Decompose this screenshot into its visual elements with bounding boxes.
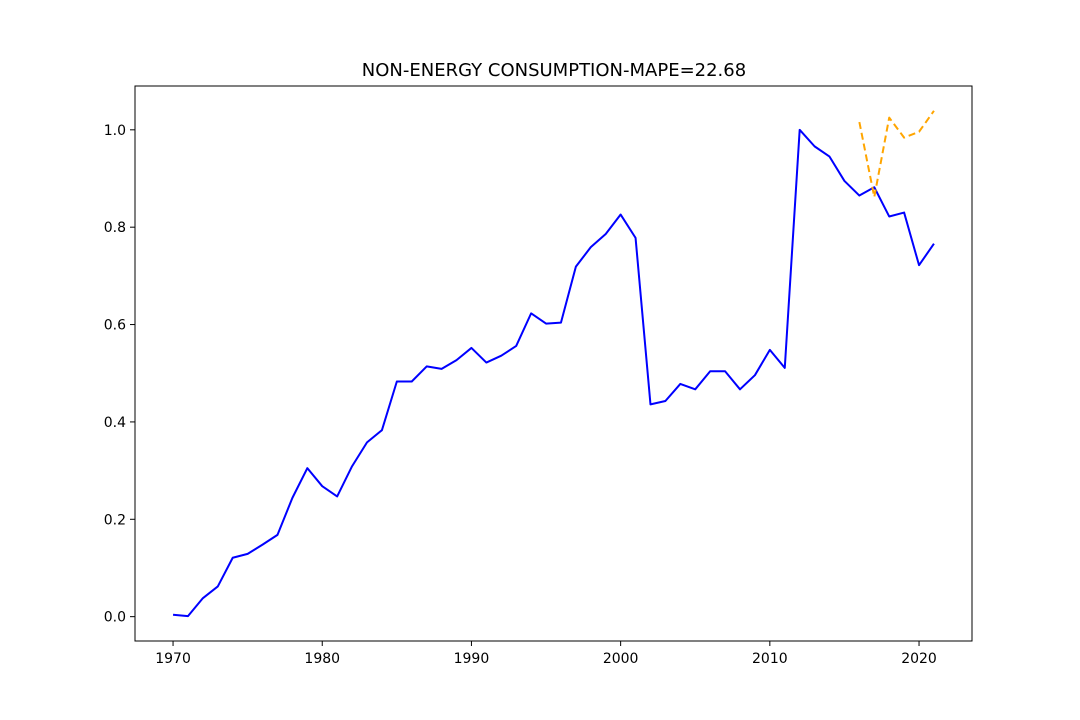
x-tick-label: 2020: [901, 651, 937, 667]
plot-area: 1970 1980 1990 2000 2010 2020 0.0 0.2 0.4 0.6 0.8 1…: [104, 110, 937, 667]
chart-title: NON-ENERGY CONSUMPTION-MAPE=22.68: [362, 60, 746, 81]
y-tick-label: 0.0: [104, 610, 126, 626]
series-line-2: [858, 110, 935, 198]
plot-frame: [134, 85, 973, 642]
x-tick-label: 1980: [304, 651, 340, 667]
x-tick-label: 2010: [752, 651, 788, 667]
series-line-1: [172, 128, 935, 618]
y-tick-label: 0.6: [104, 318, 126, 334]
y-tick-label: 1.0: [104, 123, 126, 139]
y-tick-label: 0.2: [104, 512, 126, 528]
x-tick-label: 2000: [603, 651, 639, 667]
x-tick-label: 1970: [155, 651, 191, 667]
y-tick-label: 0.4: [104, 415, 126, 431]
y-tick-label: 0.8: [104, 220, 126, 236]
x-tick-label: 1990: [454, 651, 490, 667]
